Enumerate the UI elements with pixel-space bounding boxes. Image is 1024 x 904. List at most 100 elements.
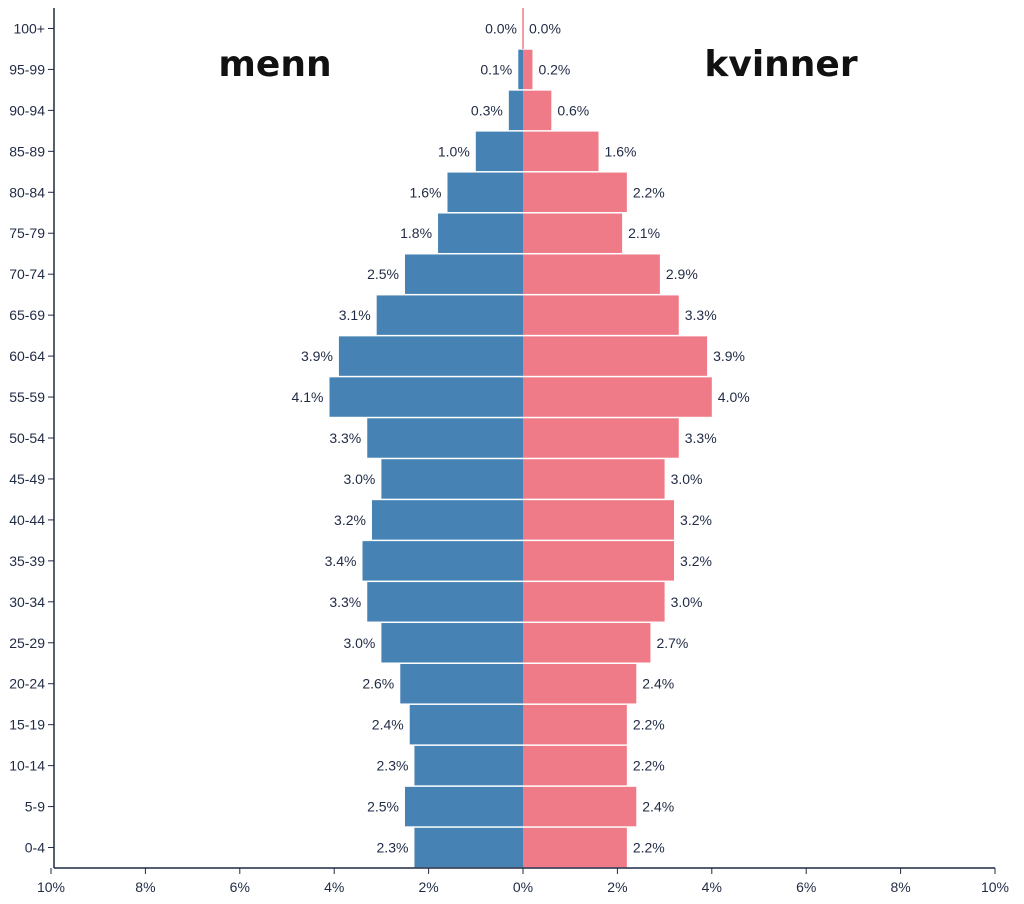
bar-kvinner-50-54 <box>523 418 679 458</box>
value-label-menn-90-94: 0.3% <box>471 102 503 118</box>
value-label-kvinner-20-24: 2.4% <box>642 676 674 692</box>
x-tick-label-4: 2% <box>418 879 438 895</box>
bar-kvinner-10-14 <box>523 745 627 786</box>
x-tick-label-3: 4% <box>324 879 344 895</box>
menn-label: menn <box>218 44 331 85</box>
bar-kvinner-45-49 <box>523 459 665 499</box>
kvinner-bars <box>522 8 712 868</box>
bar-menn-10-14 <box>414 745 523 786</box>
x-tick-label-10: 10% <box>981 879 1009 895</box>
value-label-kvinner-90-94: 0.6% <box>557 102 589 118</box>
y-tick-label-80-84: 80-84 <box>9 184 45 200</box>
y-tick-label-85-89: 85-89 <box>9 143 45 159</box>
bar-kvinner-30-34 <box>523 582 665 622</box>
bar-menn-30-34 <box>367 582 523 622</box>
y-axis: 0-4 5-9 10-14 15-19 20-24 25-29 30-34 35-39 40-4… <box>9 8 55 868</box>
value-label-kvinner-70-74: 2.9% <box>666 266 698 282</box>
bar-kvinner-5-9 <box>523 786 637 827</box>
bar-kvinner-25-29 <box>523 623 651 663</box>
value-label-menn-95-99: 0.1% <box>480 61 512 77</box>
y-tick-label-20-24: 20-24 <box>9 676 45 692</box>
bar-menn-80-84 <box>447 172 523 213</box>
x-axis: 10% 8% 6% 4% 2% 0% 2% 4% 6% 8% 10% <box>37 867 1009 895</box>
value-label-kvinner-5-9: 2.4% <box>642 799 674 815</box>
bar-menn-45-49 <box>381 459 523 499</box>
value-label-kvinner-0-4: 2.2% <box>633 840 665 856</box>
value-label-kvinner-35-39: 3.2% <box>680 553 712 569</box>
value-label-kvinner-75-79: 2.1% <box>628 225 660 241</box>
value-label-menn-10-14: 2.3% <box>377 758 409 774</box>
value-label-menn-0-4: 2.3% <box>377 840 409 856</box>
bar-kvinner-70-74 <box>523 254 660 294</box>
x-tick-label-8: 6% <box>796 879 816 895</box>
value-label-menn-100+: 0.0% <box>485 20 517 36</box>
y-tick-label-45-49: 45-49 <box>9 471 45 487</box>
value-label-kvinner-95-99: 0.2% <box>538 61 570 77</box>
value-label-menn-60-64: 3.9% <box>301 348 333 364</box>
y-tick-label-70-74: 70-74 <box>9 266 45 282</box>
value-label-kvinner-80-84: 2.2% <box>633 184 665 200</box>
value-label-menn-75-79: 1.8% <box>400 225 432 241</box>
value-label-menn-40-44: 3.2% <box>334 512 366 528</box>
bar-menn-75-79 <box>438 213 523 253</box>
bar-menn-50-54 <box>367 418 523 458</box>
y-tick-label-25-29: 25-29 <box>9 635 45 651</box>
y-tick-label-95-99: 95-99 <box>9 61 45 77</box>
y-tick-label-55-59: 55-59 <box>9 389 45 405</box>
bar-menn-40-44 <box>371 500 523 540</box>
value-label-menn-35-39: 3.4% <box>325 553 357 569</box>
menn-bars <box>329 49 523 868</box>
value-label-menn-55-59: 4.1% <box>292 389 324 405</box>
value-label-kvinner-65-69: 3.3% <box>685 307 717 323</box>
value-label-kvinner-40-44: 3.2% <box>680 512 712 528</box>
y-tick-label-65-69: 65-69 <box>9 307 45 323</box>
y-tick-label-35-39: 35-39 <box>9 553 45 569</box>
value-label-menn-15-19: 2.4% <box>372 717 404 733</box>
value-label-kvinner-60-64: 3.9% <box>713 348 745 364</box>
value-label-menn-5-9: 2.5% <box>367 799 399 815</box>
value-label-kvinner-55-59: 4.0% <box>718 389 750 405</box>
bar-menn-0-4 <box>414 827 523 868</box>
y-tick-label-30-34: 30-34 <box>9 594 45 610</box>
value-label-menn-20-24: 2.6% <box>362 676 394 692</box>
bar-menn-20-24 <box>400 663 523 704</box>
y-tick-label-40-44: 40-44 <box>9 512 45 528</box>
bar-menn-85-89 <box>475 131 523 172</box>
value-label-kvinner-10-14: 2.2% <box>633 758 665 774</box>
bar-menn-65-69 <box>376 295 523 335</box>
x-tick-label-1: 8% <box>135 879 155 895</box>
value-label-menn-70-74: 2.5% <box>367 266 399 282</box>
value-label-menn-85-89: 1.0% <box>438 143 470 159</box>
bar-kvinner-60-64 <box>523 336 708 376</box>
y-tick-label-10-14: 10-14 <box>9 758 45 774</box>
bar-kvinner-55-59 <box>523 377 712 417</box>
y-tick-label-90-94: 90-94 <box>9 102 45 118</box>
value-label-kvinner-15-19: 2.2% <box>633 717 665 733</box>
bar-kvinner-65-69 <box>523 295 679 335</box>
bar-menn-25-29 <box>381 623 523 663</box>
value-labels: 2.3% 2.2% 2.5% 2.4% 2.3% 2.2% 2.4% 2.2% 2.6% 2.4%… <box>292 20 750 855</box>
bar-menn-70-74 <box>405 254 523 294</box>
value-label-kvinner-100+: 0.0% <box>529 20 561 36</box>
bar-kvinner-95-99 <box>523 49 533 90</box>
value-label-menn-45-49: 3.0% <box>343 471 375 487</box>
value-label-kvinner-25-29: 2.7% <box>656 635 688 651</box>
x-tick-label-9: 8% <box>890 879 910 895</box>
bar-kvinner-35-39 <box>523 541 675 581</box>
x-tick-label-5: 0% <box>513 879 533 895</box>
bar-menn-15-19 <box>409 704 523 745</box>
bar-kvinner-15-19 <box>523 704 627 745</box>
x-tick-label-2: 6% <box>230 879 250 895</box>
bar-kvinner-0-4 <box>523 827 627 868</box>
x-tick-label-7: 4% <box>702 879 722 895</box>
value-label-kvinner-85-89: 1.6% <box>605 143 637 159</box>
y-tick-label-0-4: 0-4 <box>25 840 45 856</box>
value-label-kvinner-45-49: 3.0% <box>671 471 703 487</box>
value-label-menn-80-84: 1.6% <box>410 184 442 200</box>
bar-kvinner-40-44 <box>523 500 675 540</box>
bar-menn-55-59 <box>329 377 523 417</box>
x-tick-label-6: 2% <box>607 879 627 895</box>
y-tick-label-5-9: 5-9 <box>25 799 45 815</box>
value-label-menn-50-54: 3.3% <box>329 430 361 446</box>
bar-menn-35-39 <box>362 541 523 581</box>
